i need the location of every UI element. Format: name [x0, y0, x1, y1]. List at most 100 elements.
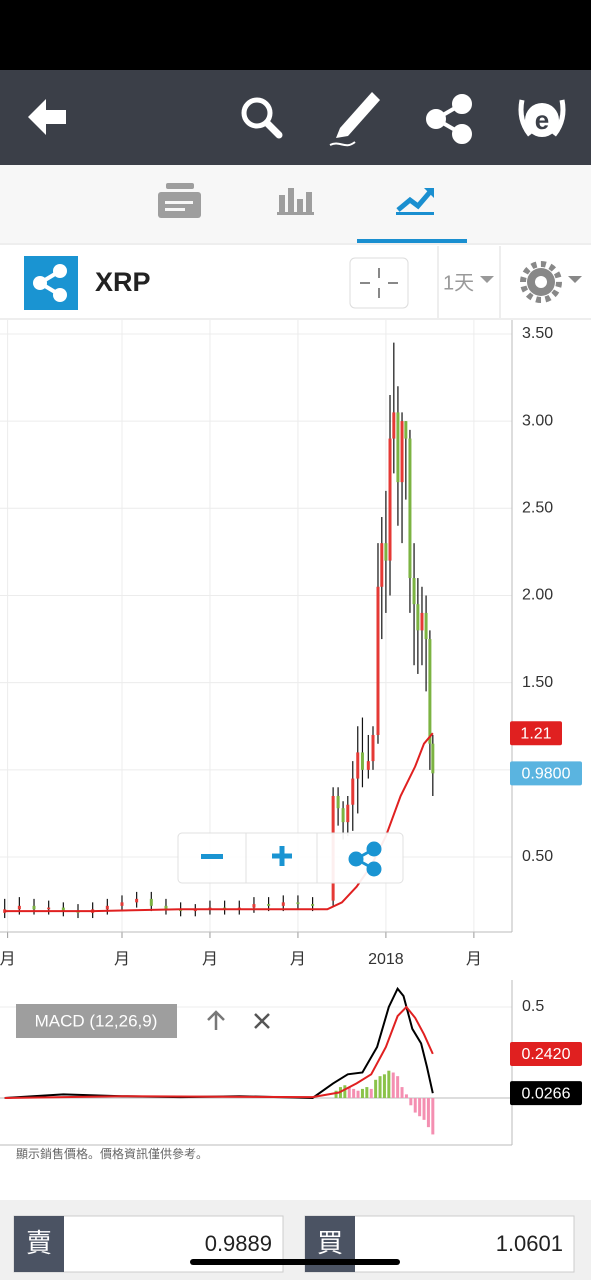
- candle-body: [366, 761, 370, 770]
- candle-body: [341, 808, 345, 823]
- tab-indicator: [357, 239, 467, 243]
- histogram-bar: [396, 1076, 400, 1099]
- candle-body: [380, 543, 384, 587]
- candle-body: [32, 905, 36, 910]
- candle-body: [135, 898, 139, 903]
- value-tag-label: 1.21: [520, 725, 551, 742]
- candle-body: [61, 907, 65, 912]
- sell-label: 賣: [26, 1228, 52, 1258]
- draw-button[interactable]: [329, 92, 380, 147]
- candle-body: [336, 796, 340, 809]
- brand-button[interactable]: e: [518, 99, 566, 137]
- x-tick-label: 月: [0, 951, 16, 968]
- back-button[interactable]: [28, 99, 66, 135]
- histogram-bar: [400, 1087, 404, 1099]
- y-tick-label: 0.50: [522, 848, 553, 865]
- candle-body: [351, 778, 355, 805]
- timeframe-button[interactable]: 1天: [443, 272, 494, 294]
- candle-body: [392, 412, 396, 439]
- candle-body: [252, 904, 256, 908]
- candle-body: [408, 438, 412, 579]
- zoom-controls: [177, 832, 404, 884]
- candle-body: [371, 734, 375, 762]
- value-tag-label: 0.2420: [522, 1046, 571, 1063]
- zoom-in-button[interactable]: [272, 846, 292, 866]
- candle-body: [311, 904, 315, 906]
- instrument-name: XRP: [95, 267, 151, 297]
- candle-body: [356, 752, 360, 779]
- x-tick-label: 月: [290, 951, 306, 968]
- histogram-bar: [360, 1088, 364, 1099]
- histogram-bar: [413, 1098, 417, 1113]
- y-tick-label: 2.50: [522, 500, 553, 517]
- tab-stats[interactable]: [277, 188, 314, 215]
- indicator-move-button[interactable]: [207, 1010, 225, 1030]
- candle-body: [396, 412, 400, 483]
- indicator-label: MACD (12,26,9): [35, 1011, 158, 1030]
- histogram-bar: [343, 1085, 347, 1099]
- candle-body: [346, 804, 350, 823]
- histogram-bar: [365, 1087, 369, 1099]
- x-tick-label: 月: [466, 951, 482, 968]
- timeframe-label: 1天: [443, 272, 474, 294]
- disclaimer: 顯示銷售價格。價格資訊僅供參考。: [16, 1146, 208, 1161]
- histogram-bar: [409, 1098, 413, 1106]
- candle-body: [360, 752, 364, 770]
- crosshair-button[interactable]: [349, 257, 409, 309]
- candle-body: [164, 905, 168, 910]
- share-button[interactable]: [426, 94, 472, 144]
- buy-button[interactable]: 買 1.0601: [304, 1215, 575, 1273]
- settings-button[interactable]: [520, 261, 582, 303]
- candle-body: [281, 902, 285, 906]
- series-line: [4, 1005, 434, 1099]
- candle-body: [428, 639, 432, 744]
- histogram-bar: [352, 1088, 356, 1099]
- histogram-bar: [356, 1090, 360, 1099]
- svg-text:e: e: [535, 105, 549, 135]
- tab-news[interactable]: [158, 183, 201, 218]
- x-tick-label: 月: [114, 951, 130, 968]
- candle-body: [120, 902, 124, 906]
- histogram-bar: [347, 1087, 351, 1099]
- candle-body: [412, 578, 416, 605]
- search-button[interactable]: [241, 97, 283, 139]
- series-line: [4, 732, 434, 913]
- histogram-bar: [369, 1088, 373, 1099]
- y-tick-label: 0.5: [522, 998, 544, 1015]
- value-tag: [510, 1041, 582, 1066]
- chart-share-button[interactable]: [348, 841, 382, 877]
- indicator-close-button[interactable]: [254, 1013, 270, 1029]
- tab-bar: [0, 165, 591, 243]
- tab-chart[interactable]: [396, 188, 434, 215]
- indicator-chip: [16, 1004, 177, 1038]
- histogram-bar: [431, 1098, 435, 1135]
- candle-body: [384, 543, 388, 561]
- value-tag: [510, 1081, 582, 1106]
- candle-body: [388, 438, 392, 561]
- instrument-logo: [24, 256, 78, 310]
- histogram-bar: [418, 1098, 422, 1117]
- candle-body: [105, 905, 109, 910]
- histogram-bar: [422, 1098, 426, 1120]
- histogram-bar: [378, 1076, 382, 1099]
- x-tick-label: 2018: [368, 951, 404, 968]
- candle-body: [17, 905, 21, 910]
- candle-body: [400, 421, 404, 483]
- histogram-bar: [391, 1072, 395, 1099]
- histogram-bar: [374, 1079, 378, 1099]
- candle-body: [47, 907, 51, 910]
- home-indicator: [190, 1259, 400, 1265]
- y-tick-label: 3.50: [522, 325, 553, 342]
- value-tag: [510, 721, 562, 746]
- y-tick-label: 3.00: [522, 412, 553, 429]
- y-tick-label: 2.00: [522, 587, 553, 604]
- candle-body: [431, 743, 435, 774]
- candle-body: [267, 904, 271, 906]
- zoom-out-button[interactable]: [201, 854, 223, 859]
- sell-price: 0.9889: [205, 1231, 272, 1256]
- buy-price: 1.0601: [496, 1231, 563, 1256]
- value-tag: [510, 761, 582, 786]
- candle-body: [376, 586, 380, 735]
- histogram-bar: [382, 1074, 386, 1099]
